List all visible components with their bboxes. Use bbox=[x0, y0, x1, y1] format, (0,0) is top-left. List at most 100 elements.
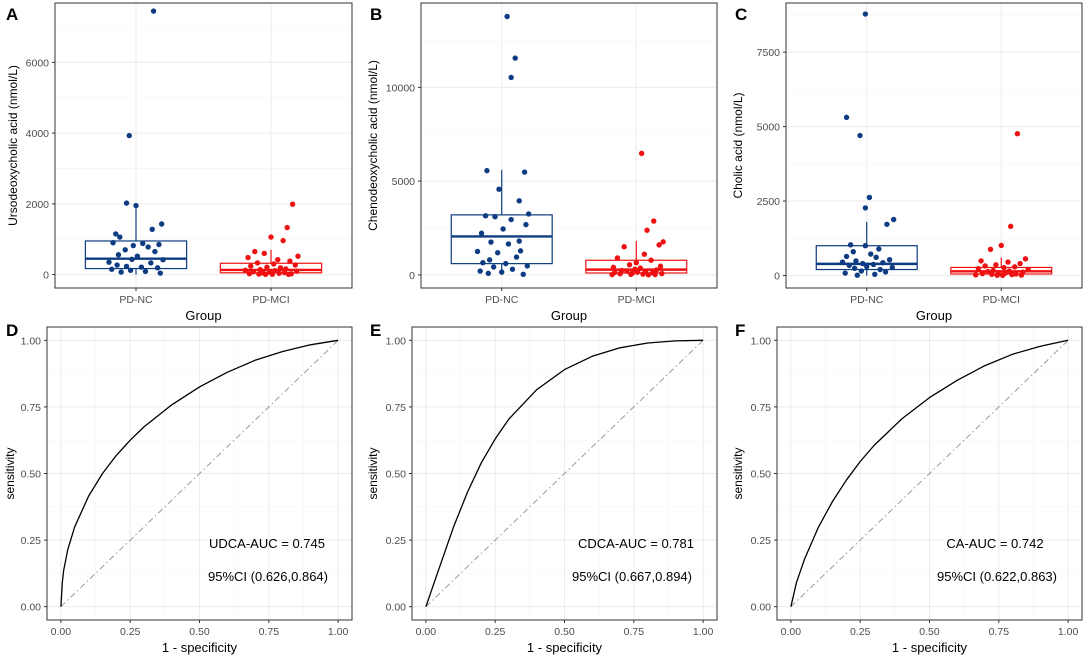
plot-area-d: 0.00 0.00 0.25 0.25 0.50 0.50 0.75 0.75 1.00 1.00 bbox=[21, 326, 353, 638]
x-tick-label: 0.25 bbox=[850, 626, 871, 638]
x-tick-label: 1.00 bbox=[328, 626, 349, 638]
x-tick-label: 0.25 bbox=[120, 626, 141, 638]
y-tick-label: 5000 bbox=[757, 122, 781, 134]
data-point bbox=[110, 240, 116, 246]
y-tick-label: 2500 bbox=[757, 196, 781, 208]
data-point bbox=[496, 186, 502, 192]
data-point bbox=[269, 271, 276, 277]
plot-area-b: 0 5000 10000 PD-NC PD-MCI bbox=[386, 2, 718, 306]
ci-annotation: 95%CI (0.626,0.864) bbox=[208, 569, 328, 584]
data-point bbox=[289, 201, 296, 207]
x-axis-label: 1 - specificity bbox=[527, 640, 603, 655]
y-tick-label: 0.25 bbox=[751, 535, 772, 547]
data-point bbox=[254, 260, 261, 266]
data-point bbox=[998, 242, 1004, 249]
roc-curve bbox=[60, 339, 339, 607]
data-point bbox=[271, 261, 277, 267]
data-point bbox=[477, 268, 483, 274]
data-point bbox=[624, 268, 630, 274]
y-axis-label: Chenodeoxycholic acid (nmol/L) bbox=[366, 60, 380, 231]
y-tick-label: 0.00 bbox=[386, 602, 407, 614]
data-point bbox=[645, 272, 652, 278]
data-point bbox=[628, 271, 634, 278]
data-point bbox=[252, 248, 258, 255]
data-point bbox=[245, 254, 251, 261]
data-point bbox=[660, 239, 666, 245]
data-point bbox=[641, 251, 648, 257]
x-tick-label: 0.50 bbox=[189, 626, 210, 638]
x-tick-label: 0.75 bbox=[989, 626, 1010, 638]
data-point bbox=[113, 231, 119, 237]
x-tick-label: PD-MCI bbox=[983, 294, 1020, 306]
auc-annotation: CDCA-AUC = 0.781 bbox=[578, 536, 694, 551]
data-point bbox=[854, 272, 861, 278]
data-point bbox=[610, 264, 617, 271]
data-point bbox=[843, 253, 850, 260]
plot-area-a: 0 2000 4000 6000 PD-NC PD-MCI bbox=[26, 2, 353, 306]
x-tick-label: 0.75 bbox=[624, 626, 645, 638]
x-axis-label: 1 - specificity bbox=[892, 640, 968, 655]
data-point bbox=[656, 242, 662, 248]
panel-border bbox=[46, 326, 353, 621]
data-point bbox=[1013, 271, 1019, 277]
data-point bbox=[160, 257, 166, 263]
data-point bbox=[862, 205, 869, 211]
data-point bbox=[114, 262, 120, 268]
data-point bbox=[287, 258, 293, 264]
y-tick-label: 0.25 bbox=[386, 535, 407, 547]
data-point bbox=[644, 227, 650, 233]
data-point bbox=[870, 261, 877, 268]
data-point bbox=[866, 194, 873, 201]
panel-d: D bbox=[6, 321, 18, 340]
data-point bbox=[993, 262, 999, 268]
data-point bbox=[979, 270, 986, 277]
ci-annotation: 95%CI (0.667,0.894) bbox=[572, 569, 692, 584]
data-point bbox=[280, 237, 286, 244]
y-tick-label: 1.00 bbox=[21, 335, 42, 347]
data-point bbox=[158, 221, 165, 227]
y-tick-label: 5000 bbox=[392, 176, 416, 188]
data-point bbox=[617, 271, 623, 277]
panel-border bbox=[785, 2, 1083, 289]
data-point bbox=[638, 150, 645, 157]
y-axis-label: Ursodeoxycholic acid (nmol/L) bbox=[6, 65, 20, 226]
y-tick-label: 0.25 bbox=[21, 535, 42, 547]
data-point bbox=[609, 271, 615, 278]
data-point bbox=[123, 263, 130, 270]
data-point bbox=[517, 248, 524, 254]
ci-annotation: 95%CI (0.622,0.863) bbox=[937, 569, 1057, 584]
data-point bbox=[478, 230, 485, 236]
data-point bbox=[973, 272, 979, 278]
panel-b: B bbox=[370, 5, 382, 24]
data-point bbox=[142, 268, 149, 275]
data-point bbox=[250, 269, 257, 275]
data-point bbox=[1009, 271, 1015, 278]
data-point bbox=[884, 221, 890, 227]
x-axis-label: Group bbox=[185, 308, 221, 323]
data-point bbox=[985, 268, 991, 275]
data-point bbox=[508, 74, 514, 81]
reference-diagonal bbox=[425, 339, 704, 608]
plot-area-c: 0 2500 5000 7500 PD-NC PD-MCI bbox=[757, 2, 1083, 306]
panel-border bbox=[420, 2, 718, 289]
data-point bbox=[1022, 256, 1029, 262]
panel-label-e: E bbox=[370, 321, 381, 340]
y-tick-label: 0.50 bbox=[21, 469, 42, 481]
y-tick-label: 7500 bbox=[757, 47, 781, 59]
data-point bbox=[152, 248, 158, 255]
data-point bbox=[858, 268, 865, 274]
x-tick-label: 0.00 bbox=[781, 626, 802, 638]
data-point bbox=[880, 259, 886, 266]
y-tick-label: 0.50 bbox=[386, 469, 407, 481]
y-tick-label: 10000 bbox=[386, 82, 415, 94]
x-tick-label: 0.00 bbox=[416, 626, 437, 638]
x-tick-label: PD-MCI bbox=[618, 294, 655, 306]
data-point bbox=[653, 267, 660, 273]
data-point bbox=[626, 262, 633, 268]
data-point bbox=[509, 266, 516, 272]
y-tick-label: 0.00 bbox=[751, 602, 772, 614]
data-point bbox=[882, 269, 889, 275]
data-point bbox=[975, 265, 982, 272]
y-tick-label: 6000 bbox=[26, 57, 50, 69]
